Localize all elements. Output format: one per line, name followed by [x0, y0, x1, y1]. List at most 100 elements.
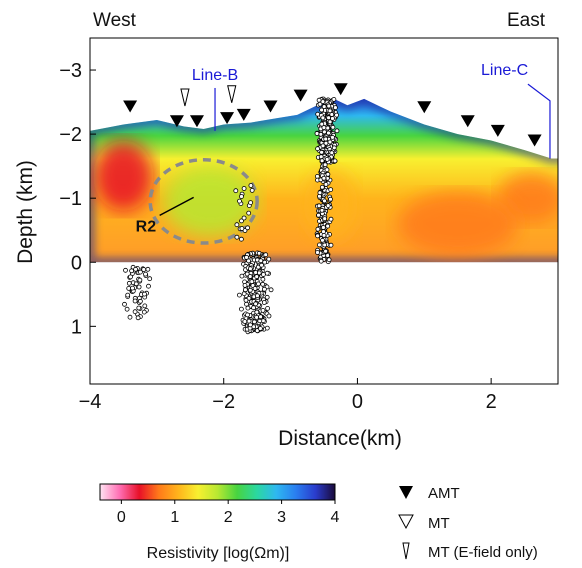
hypocenter-point — [326, 130, 331, 136]
hypocenter-point — [328, 187, 334, 193]
hypocenter-cluster — [314, 96, 340, 165]
legend-label-mt-e-field: MT (E-field only) — [428, 544, 538, 561]
hypocenter-point — [328, 216, 334, 222]
r2-leader-line — [159, 196, 195, 217]
y-tick-label: −2 — [59, 124, 82, 146]
plot-area: R2 Line-B Line-C — [90, 62, 558, 335]
hypocenter-point — [264, 325, 270, 331]
hypocenter-point — [266, 256, 272, 262]
hypocenter-point — [242, 282, 248, 288]
hypocenter-point — [245, 225, 251, 231]
x-axis-title: Distance(km) — [278, 427, 402, 450]
hypocenter-point — [315, 226, 321, 232]
hypocenter-point — [319, 149, 325, 155]
hypocenter-point — [316, 242, 322, 248]
amt-station-icon — [189, 115, 204, 128]
hypocenter-point — [246, 258, 252, 264]
hypocenter-point — [124, 306, 130, 312]
hypocenter-point — [254, 309, 260, 315]
hypocenter-point — [258, 314, 264, 320]
hypocenter-point — [258, 258, 264, 264]
hypocenter-point — [234, 222, 240, 228]
y-tick-label: 0 — [71, 252, 82, 274]
mt-triangle-icon — [398, 514, 414, 530]
hypocenter-point — [244, 254, 249, 260]
amt-station-icon — [263, 100, 278, 113]
hypocenter-point — [314, 131, 320, 136]
hypocenter-point — [245, 312, 250, 318]
hypocenter-point — [325, 253, 331, 258]
hypocenter-point — [233, 188, 239, 194]
hypocenter-point — [132, 309, 138, 315]
hypocenter-point — [327, 108, 333, 114]
hypocenter-point — [145, 266, 151, 272]
hypocenter-point — [328, 196, 333, 202]
hypocenter-point — [268, 287, 274, 293]
hypocenter-point — [129, 268, 135, 274]
hypocenter-point — [330, 124, 336, 130]
hypocenter-point — [331, 145, 337, 151]
hypocenter-point — [324, 167, 330, 173]
hypocenter-point — [322, 242, 328, 248]
hypocenter-point — [141, 309, 147, 315]
line-b-label: Line-B — [192, 67, 238, 84]
earthquake-hypocenters — [122, 96, 340, 335]
hypocenter-point — [319, 158, 325, 164]
hypocenter-point — [317, 101, 323, 107]
hypocenter-point — [319, 121, 325, 127]
station-markers: Line-B Line-C — [123, 62, 551, 159]
hypocenter-point — [135, 315, 141, 321]
x-tick-label: −4 — [79, 391, 102, 413]
hypocenter-point — [244, 301, 249, 307]
r2-region: R2 — [136, 157, 259, 245]
amt-station-icon — [236, 108, 251, 121]
legend-item-mt-e-field: MT (E-field only) — [402, 542, 538, 561]
legend-item-amt: AMT — [399, 485, 460, 502]
hypocenter-point — [327, 139, 333, 145]
hypocenter-point — [142, 291, 147, 297]
resistivity-anomaly — [93, 140, 154, 211]
hypocenter-point — [320, 237, 325, 243]
legend: AMT MT MT (E-field only) — [398, 485, 538, 561]
colorbar-tick-label: 0 — [117, 509, 126, 526]
plot-frame — [89, 37, 559, 385]
hypocenter-point — [122, 301, 127, 307]
colorbar-tick-label: 1 — [170, 509, 179, 526]
colorbar-label: Resistivity [log(Ωm)] — [147, 545, 290, 562]
hypocenter-point — [327, 119, 333, 125]
amt-triangle-icon — [399, 486, 413, 499]
hypocenter-point — [236, 292, 242, 298]
hypocenter-point — [123, 267, 128, 273]
resistivity-anomaly — [497, 172, 558, 224]
hypocenter-point — [334, 128, 340, 134]
hypocenter-point — [330, 116, 335, 121]
hypocenter-point — [263, 252, 269, 258]
colorbar-tick-label: 3 — [277, 509, 286, 526]
hypocenter-cluster — [122, 264, 153, 321]
legend-item-mt: MT — [398, 514, 450, 532]
hypocenter-point — [319, 207, 325, 213]
hypocenter-point — [257, 326, 263, 331]
hypocenter-point — [322, 162, 328, 168]
hypocenter-point — [241, 215, 247, 221]
hypocenter-point — [253, 301, 259, 307]
colorbar: 0 1 2 3 4 Resistivity [log(Ωm)] — [99, 483, 340, 562]
amt-station-icon — [293, 89, 308, 102]
hypocenter-point — [133, 266, 139, 272]
hypocenter-point — [332, 105, 338, 110]
hypocenter-point — [251, 319, 257, 325]
hypocenter-point — [125, 292, 131, 298]
colorbar-tick-label: 2 — [224, 509, 233, 526]
hypocenter-point — [264, 294, 270, 300]
hypocenter-point — [254, 293, 260, 299]
axes: −4 −2 0 2 −3 −2 −1 0 1 — [59, 60, 497, 413]
hypocenter-point — [247, 266, 253, 272]
y-tick-label: 1 — [71, 316, 82, 338]
hypocenter-point — [320, 99, 326, 104]
hypocenter-cluster — [236, 250, 274, 335]
mt-e-field-station-icon — [180, 88, 190, 107]
hypocenter-point — [323, 136, 329, 142]
hypocenter-point — [247, 287, 253, 293]
hypocenter-point — [241, 186, 247, 191]
hypocenter-point — [322, 216, 328, 222]
